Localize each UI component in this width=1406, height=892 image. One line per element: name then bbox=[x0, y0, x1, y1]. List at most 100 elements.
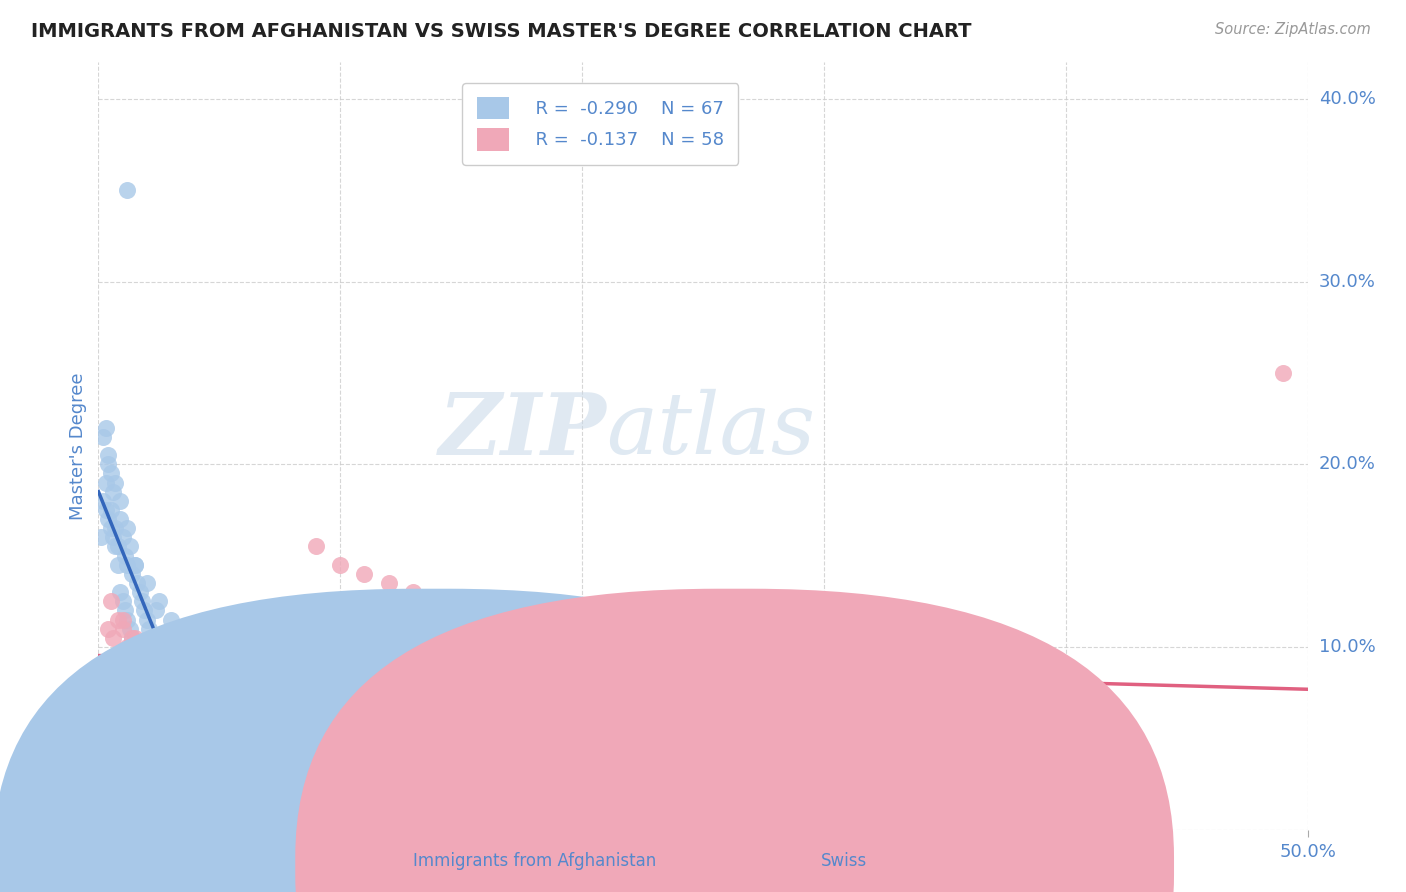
Point bbox=[145, 603, 167, 617]
Point bbox=[117, 183, 139, 197]
Point bbox=[117, 521, 139, 535]
Point bbox=[127, 648, 149, 663]
Point bbox=[121, 631, 143, 645]
Point bbox=[111, 594, 134, 608]
Text: 40.0%: 40.0% bbox=[1319, 90, 1375, 108]
Point bbox=[668, 695, 690, 709]
Point bbox=[111, 613, 134, 627]
Point bbox=[155, 722, 177, 736]
Point bbox=[141, 631, 163, 645]
Point bbox=[426, 594, 449, 608]
Point bbox=[135, 685, 157, 699]
FancyBboxPatch shape bbox=[295, 589, 1174, 892]
Point bbox=[160, 731, 183, 746]
Point bbox=[124, 640, 146, 654]
Point bbox=[114, 549, 136, 563]
Point bbox=[134, 603, 156, 617]
Point bbox=[135, 576, 157, 591]
Point bbox=[1042, 695, 1064, 709]
Point bbox=[148, 667, 170, 681]
Point bbox=[148, 594, 170, 608]
Point bbox=[111, 530, 134, 544]
Point bbox=[184, 685, 207, 699]
Y-axis label: Master's Degree: Master's Degree bbox=[69, 372, 87, 520]
Legend:   R =  -0.290    N = 67,   R =  -0.137    N = 58: R = -0.290 N = 67, R = -0.137 N = 58 bbox=[463, 83, 738, 165]
Point bbox=[107, 613, 129, 627]
Point bbox=[131, 594, 153, 608]
Point bbox=[184, 685, 207, 699]
Point bbox=[108, 585, 131, 599]
Text: IMMIGRANTS FROM AFGHANISTAN VS SWISS MASTER'S DEGREE CORRELATION CHART: IMMIGRANTS FROM AFGHANISTAN VS SWISS MAS… bbox=[31, 22, 972, 41]
Point bbox=[910, 749, 932, 764]
Point bbox=[547, 648, 569, 663]
Point bbox=[172, 740, 194, 755]
Point bbox=[141, 648, 163, 663]
Point bbox=[100, 521, 122, 535]
Point bbox=[135, 640, 157, 654]
Text: Source: ZipAtlas.com: Source: ZipAtlas.com bbox=[1215, 22, 1371, 37]
Point bbox=[97, 622, 120, 636]
Point bbox=[184, 749, 207, 764]
Point bbox=[860, 740, 883, 755]
Point bbox=[595, 667, 617, 681]
Point bbox=[716, 713, 738, 727]
Point bbox=[692, 704, 714, 718]
Point bbox=[138, 622, 160, 636]
Point bbox=[100, 467, 122, 481]
Point bbox=[121, 631, 143, 645]
Point bbox=[160, 658, 183, 673]
Point bbox=[1272, 366, 1295, 380]
Point bbox=[523, 640, 546, 654]
Text: atlas: atlas bbox=[606, 389, 815, 472]
Point bbox=[114, 603, 136, 617]
Point bbox=[101, 530, 124, 544]
Point bbox=[353, 731, 375, 746]
Point bbox=[101, 631, 124, 645]
Point bbox=[184, 676, 207, 690]
Point bbox=[172, 667, 194, 681]
Point bbox=[134, 676, 156, 690]
Point bbox=[195, 758, 218, 772]
Point bbox=[148, 648, 170, 663]
Point bbox=[117, 558, 139, 572]
Point bbox=[644, 685, 666, 699]
Point bbox=[957, 758, 980, 772]
Point bbox=[128, 658, 150, 673]
Point bbox=[124, 631, 146, 645]
Point bbox=[107, 540, 129, 554]
Point bbox=[94, 475, 117, 490]
Point bbox=[143, 640, 166, 654]
Point bbox=[208, 695, 231, 709]
Point bbox=[208, 704, 231, 718]
Point bbox=[124, 558, 146, 572]
Point bbox=[256, 795, 278, 809]
Point bbox=[104, 521, 127, 535]
Point bbox=[571, 658, 593, 673]
Point bbox=[474, 613, 496, 627]
Point bbox=[117, 640, 139, 654]
Point bbox=[90, 530, 112, 544]
Point bbox=[94, 421, 117, 435]
Point bbox=[101, 484, 124, 499]
Point bbox=[104, 540, 127, 554]
Point bbox=[232, 786, 254, 800]
Text: ZIP: ZIP bbox=[439, 389, 606, 473]
Point bbox=[121, 566, 143, 581]
Point bbox=[402, 585, 425, 599]
Text: Swiss: Swiss bbox=[821, 852, 866, 870]
Point bbox=[118, 622, 141, 636]
Point bbox=[108, 493, 131, 508]
Point bbox=[232, 704, 254, 718]
Point bbox=[426, 740, 449, 755]
Point bbox=[208, 777, 231, 791]
Point bbox=[97, 457, 120, 471]
Point bbox=[91, 493, 114, 508]
Text: Immigrants from Afghanistan: Immigrants from Afghanistan bbox=[412, 852, 657, 870]
Point bbox=[813, 731, 835, 746]
Point bbox=[145, 704, 167, 718]
Point bbox=[155, 648, 177, 663]
Point bbox=[111, 622, 134, 636]
Text: 30.0%: 30.0% bbox=[1319, 273, 1375, 291]
Point bbox=[104, 475, 127, 490]
Point bbox=[117, 613, 139, 627]
